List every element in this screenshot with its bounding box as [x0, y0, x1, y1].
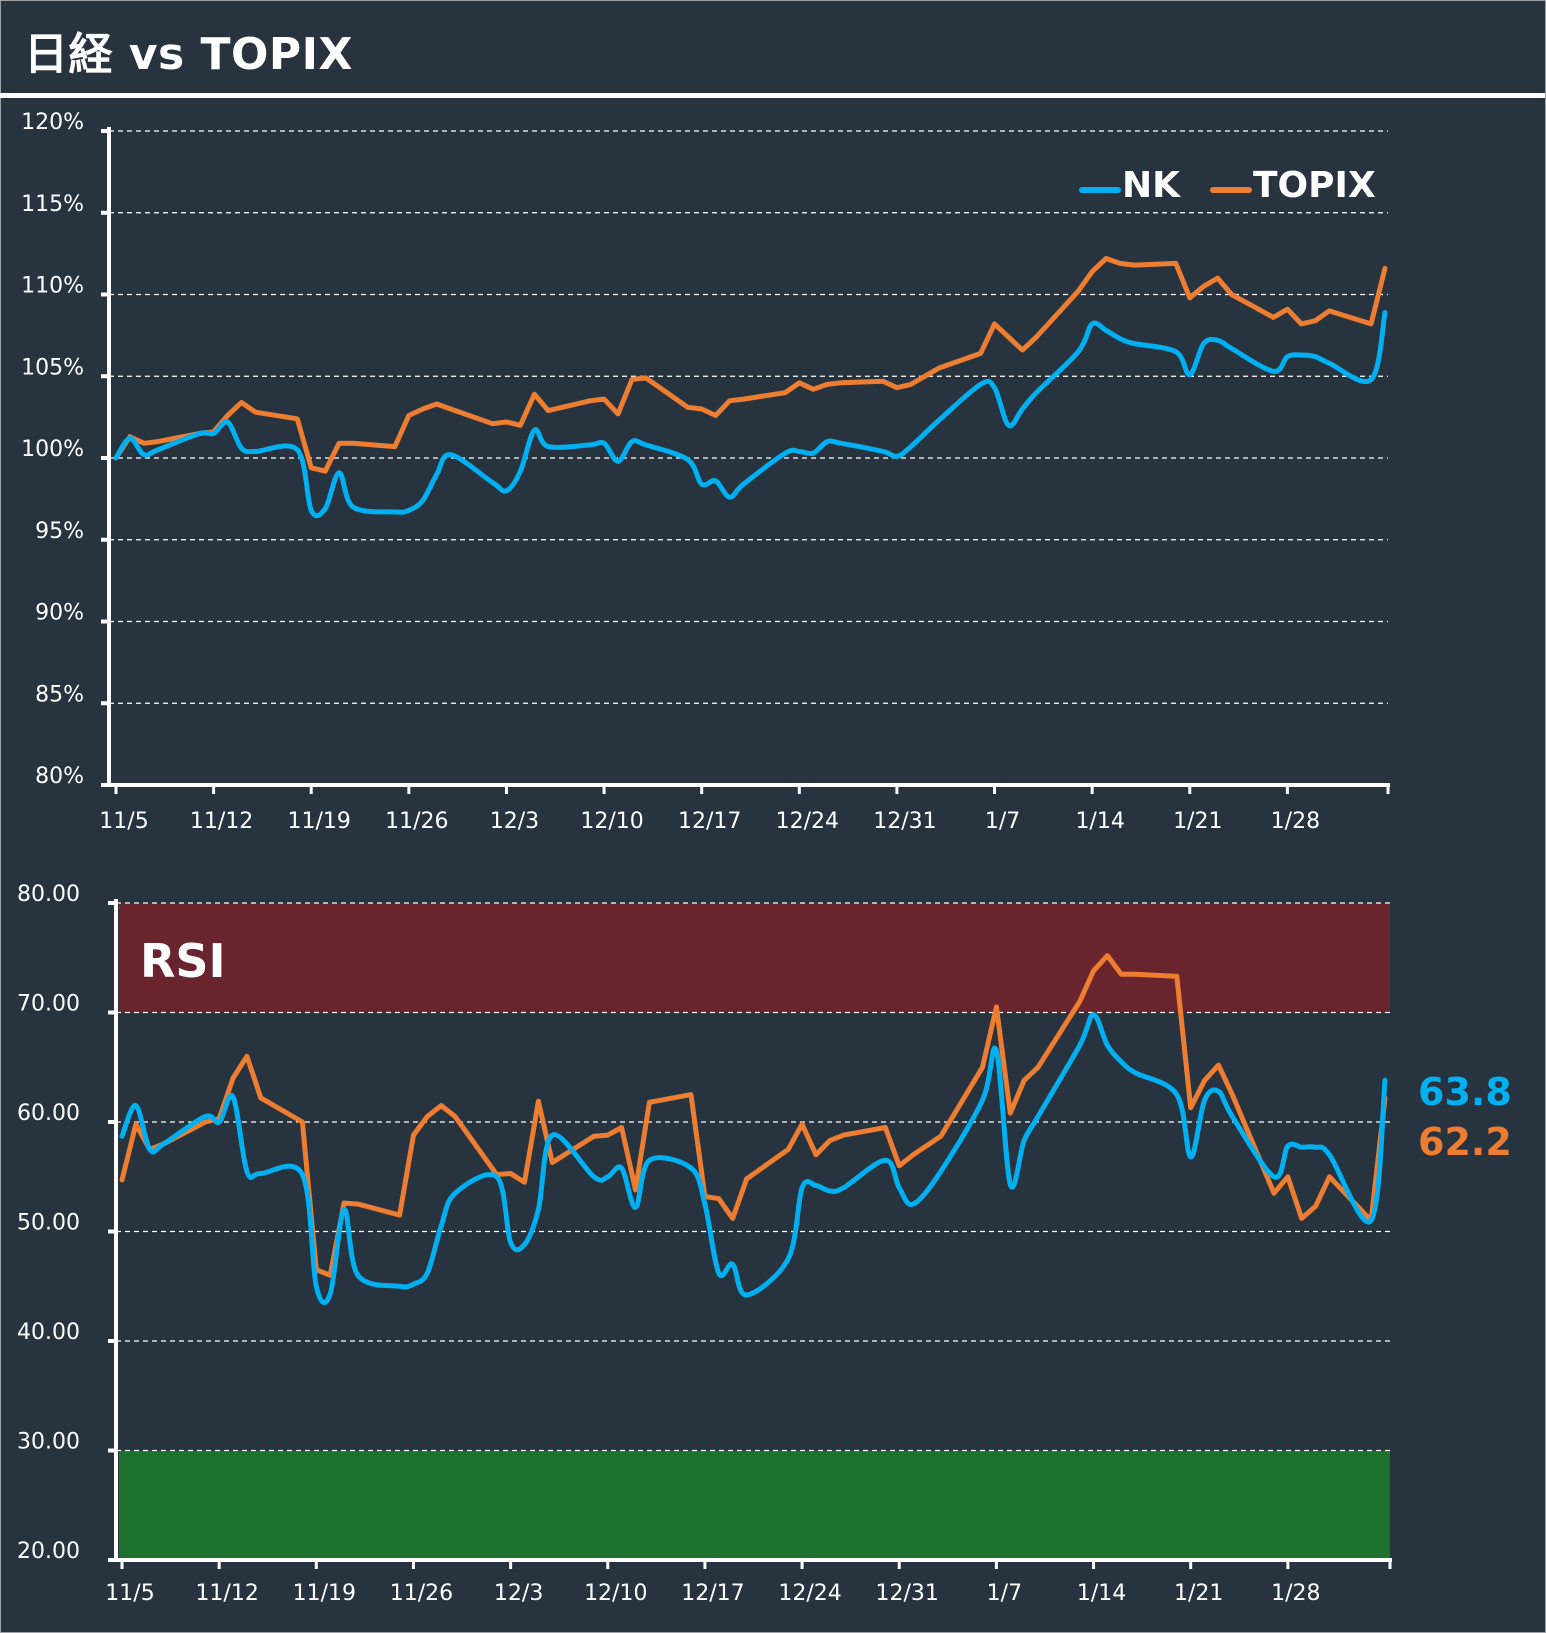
x-tick-label: 1/7: [985, 809, 1020, 834]
x-tick-label: 12/17: [678, 809, 741, 834]
x-tick-label: 1/28: [1271, 1581, 1320, 1606]
x-tick-label: 11/5: [105, 1581, 154, 1606]
legend-label-topix: TOPIX: [1253, 165, 1376, 206]
x-tick-label: 11/19: [293, 1581, 356, 1606]
x-tick-label: 12/24: [778, 1581, 841, 1606]
y-tick-label: 40.00: [17, 1320, 80, 1345]
legend: NK TOPIX: [1079, 165, 1376, 206]
x-tick-label: 1/7: [987, 1581, 1022, 1606]
y-tick-label: 115%: [21, 192, 84, 217]
x-tick-label: 1/14: [1075, 809, 1124, 834]
x-tick-label: 12/3: [490, 809, 539, 834]
series-line-nk: [119, 1012, 1388, 1305]
price-chart: 120% 115% 110% 105% 100% 95% 90% 85% 80% 11/5 11/1…: [21, 110, 1390, 834]
series-line-nk: [113, 310, 1388, 519]
y-tick-label: 70.00: [17, 992, 80, 1017]
series-line-topix: [119, 953, 1388, 1278]
x-tick-label: 11/26: [390, 1581, 453, 1606]
x-tick-label: 11/26: [385, 809, 448, 834]
x-tick-label: 12/3: [494, 1581, 543, 1606]
y-tick-label: 85%: [35, 682, 84, 707]
oversold-band: [119, 1450, 1390, 1560]
legend-label-nk: NK: [1122, 165, 1181, 206]
y-tick-label: 30.00: [17, 1430, 80, 1455]
x-tick-label: 12/31: [873, 809, 936, 834]
topix-last-value: 62.2: [1418, 1120, 1512, 1164]
y-tick-label: 50.00: [17, 1211, 80, 1236]
x-tick-label: 12/10: [580, 809, 643, 834]
rsi-title: RSI: [140, 934, 226, 988]
x-tick-label: 11/12: [190, 809, 253, 834]
nk-last-value: 63.8: [1418, 1070, 1512, 1114]
x-tick-label: 12/24: [776, 809, 839, 834]
rsi-chart: 80.00 70.00 60.00 50.00 40.00 30.00 20.00 11/5 1…: [17, 882, 1512, 1606]
x-tick-label: 1/14: [1077, 1581, 1126, 1606]
x-tick-label: 11/19: [288, 809, 351, 834]
x-tick-label: 11/12: [195, 1581, 258, 1606]
overbought-band: [119, 903, 1390, 1013]
y-tick-label: 90%: [35, 601, 84, 626]
x-tick-label: 12/10: [584, 1581, 647, 1606]
y-tick-label: 120%: [21, 110, 84, 135]
x-tick-label: 1/21: [1174, 1581, 1223, 1606]
title-separator: [0, 93, 1545, 98]
y-tick-label: 100%: [21, 437, 84, 462]
y-tick-label: 110%: [21, 274, 84, 299]
x-tick-label: 11/5: [99, 809, 148, 834]
page-title: 日経 vs TOPIX: [24, 29, 353, 80]
x-tick-label: 12/31: [876, 1581, 939, 1606]
y-tick-label: 80.00: [17, 882, 80, 907]
y-tick-label: 20.00: [17, 1539, 80, 1564]
x-tick-label: 1/28: [1271, 809, 1320, 834]
x-tick-label: 1/21: [1173, 809, 1222, 834]
y-tick-label: 105%: [21, 355, 84, 380]
x-tick-label: 12/17: [681, 1581, 744, 1606]
y-tick-label: 95%: [35, 519, 84, 544]
series-line-topix: [113, 256, 1388, 474]
y-tick-label: 60.00: [17, 1101, 80, 1126]
y-tick-label: 80%: [35, 764, 84, 789]
